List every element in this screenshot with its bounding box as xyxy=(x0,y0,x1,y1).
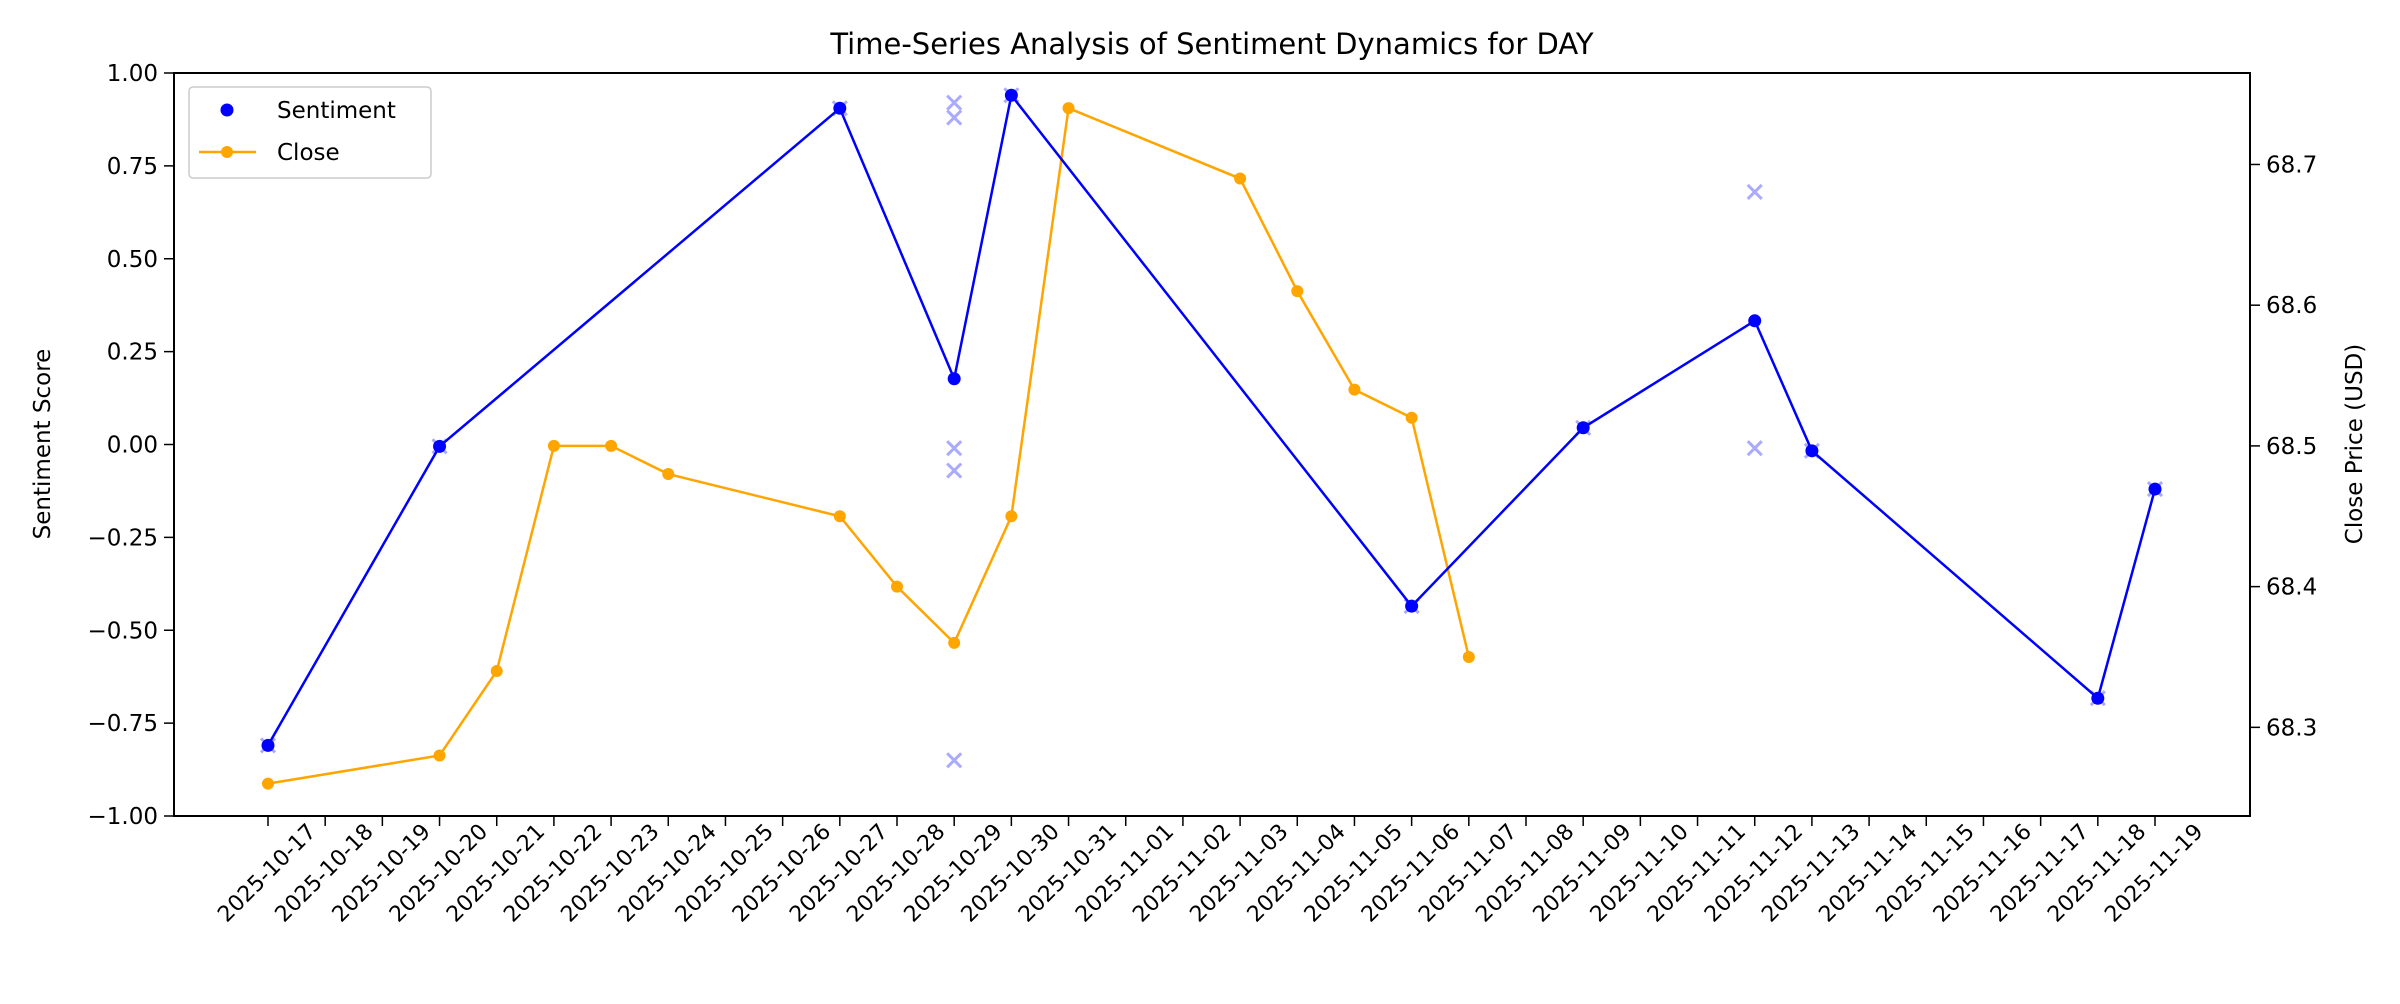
sentiment-point xyxy=(2091,691,2105,705)
close-point xyxy=(262,777,274,790)
sentiment-point xyxy=(1405,599,1419,613)
sentiment-point xyxy=(433,439,447,453)
raw-sentiment-point xyxy=(1746,440,1763,457)
y2-tick-label: 68.4 xyxy=(2266,575,2317,601)
sentiment-point xyxy=(947,372,961,386)
close-point xyxy=(433,749,446,762)
y2-tick-label: 68.3 xyxy=(2266,715,2317,741)
sentiment-point xyxy=(833,101,847,115)
y-tick-label: 1.00 xyxy=(107,61,158,87)
close-point xyxy=(605,439,618,452)
plot-frame xyxy=(173,72,2251,817)
y2-axis-label: Close Price (USD) xyxy=(2342,344,2368,544)
raw-sentiment-point xyxy=(1746,183,1763,200)
y-axis-label: Sentiment Score xyxy=(30,349,56,540)
sentiment-point xyxy=(1805,444,1819,458)
legend-close-marker xyxy=(221,146,233,158)
legend-close-label: Close xyxy=(277,140,340,166)
sentiment-point xyxy=(1748,314,1762,328)
close-point xyxy=(1234,172,1247,185)
y-tick-label: 0.25 xyxy=(107,340,158,366)
raw-sentiment-point xyxy=(946,109,963,126)
chart-title: Time-Series Analysis of Sentiment Dynami… xyxy=(829,27,1594,61)
sentiment-point xyxy=(1004,88,1018,102)
legend-sentiment-label: Sentiment xyxy=(277,98,396,124)
close-point xyxy=(948,636,961,649)
y2-tick-label: 68.6 xyxy=(2266,293,2317,319)
y-tick-label: −0.50 xyxy=(88,618,158,644)
close-point xyxy=(1462,650,1475,663)
y-tick-label: −0.25 xyxy=(88,525,158,551)
close-point xyxy=(891,580,903,593)
y-tick-label: 0.50 xyxy=(107,247,158,273)
legend: Sentiment Close xyxy=(188,86,432,179)
legend-sentiment-marker xyxy=(220,103,234,117)
close-point xyxy=(1348,383,1361,396)
raw-sentiment-point xyxy=(946,752,963,769)
y-tick-label: 0.00 xyxy=(107,433,158,459)
sentiment-point xyxy=(2148,482,2162,496)
y2-tick-label: 68.7 xyxy=(2266,152,2317,178)
close-point xyxy=(547,439,560,452)
raw-sentiment-point xyxy=(946,462,963,479)
close-point xyxy=(1062,102,1075,115)
y2-tick-label: 68.5 xyxy=(2266,434,2317,460)
legend-box xyxy=(188,86,432,179)
close-point xyxy=(1405,411,1418,424)
x-tick-label: 2025-10-17 xyxy=(213,819,321,927)
close-point xyxy=(1005,510,1018,523)
y-tick-label: −1.00 xyxy=(88,804,158,830)
sentiment-line xyxy=(266,92,2157,747)
sentiment-point xyxy=(261,738,275,752)
close-point xyxy=(833,510,846,523)
close-line xyxy=(267,106,1471,785)
close-point xyxy=(490,665,503,678)
y-tick-label: 0.75 xyxy=(107,154,158,180)
y-tick-label: −0.75 xyxy=(88,711,158,737)
close-point xyxy=(662,468,675,481)
raw-sentiment-point xyxy=(946,94,963,111)
close-point xyxy=(1291,285,1304,298)
raw-sentiment-point xyxy=(946,440,963,457)
sentiment-point xyxy=(1576,421,1590,435)
